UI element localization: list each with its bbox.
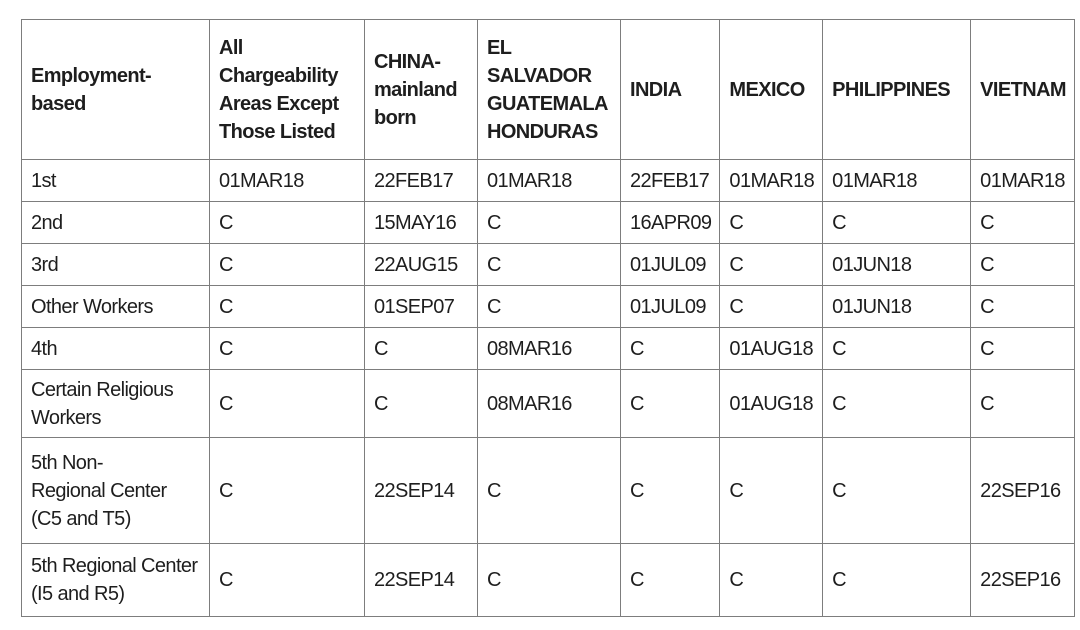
row-label-4th: 4th: [21, 327, 210, 370]
table-cell: C: [619, 437, 721, 544]
table-cell: C: [822, 369, 972, 438]
table-cell: C: [822, 201, 972, 244]
col-header-india: INDIA: [619, 19, 721, 160]
table-cell: C: [970, 285, 1075, 328]
table-cell: C: [970, 327, 1075, 370]
table-cell: C: [719, 201, 824, 244]
table-cell: 01MAR18: [970, 159, 1075, 202]
table-cell: 22SEP14: [364, 543, 478, 617]
table-cell: 01JUN18: [822, 285, 972, 328]
table-row: 5th Non- Regional Center (C5 and T5) C 2…: [21, 437, 1075, 544]
table-cell: 01AUG18: [719, 369, 824, 438]
table-cell: 01JUL09: [619, 285, 721, 328]
row-label-5th-regional-center: 5th Regional Center (I5 and R5): [21, 543, 210, 617]
table-cell: C: [364, 327, 478, 370]
table-cell: 16APR09: [619, 201, 721, 244]
col-header-employment-based: Employment- based: [21, 19, 210, 160]
row-label-2nd: 2nd: [21, 201, 210, 244]
table-cell: C: [719, 543, 824, 617]
table-cell: 01SEP07: [364, 285, 478, 328]
table-cell: C: [970, 201, 1075, 244]
table-cell: C: [822, 437, 972, 544]
table-cell: C: [970, 369, 1075, 438]
table-row: Certain Religious Workers C C 08MAR16 C …: [21, 369, 1075, 438]
table-cell: 01MAR18: [719, 159, 824, 202]
table-cell: C: [619, 327, 721, 370]
table-cell: 01JUN18: [822, 243, 972, 286]
table-cell: C: [364, 369, 478, 438]
table-cell: C: [970, 243, 1075, 286]
table-cell: C: [477, 201, 621, 244]
table-cell: 01MAR18: [209, 159, 365, 202]
table-cell: C: [209, 543, 365, 617]
table-row: 1st 01MAR18 22FEB17 01MAR18 22FEB17 01MA…: [21, 159, 1075, 202]
table-cell: C: [477, 437, 621, 544]
table-cell: C: [477, 543, 621, 617]
table-cell: C: [619, 369, 721, 438]
col-header-el-salvador-guatemala-honduras: EL SALVADOR GUATEMALA HONDURAS: [477, 19, 621, 160]
table-row: 5th Regional Center (I5 and R5) C 22SEP1…: [21, 543, 1075, 617]
table-cell: 22AUG15: [364, 243, 478, 286]
table-row: 2nd C 15MAY16 C 16APR09 C C C: [21, 201, 1075, 244]
table-cell: C: [719, 437, 824, 544]
table-row: 4th C C 08MAR16 C 01AUG18 C C: [21, 327, 1075, 370]
table-cell: 22FEB17: [364, 159, 478, 202]
table-cell: C: [822, 543, 972, 617]
row-label-other-workers: Other Workers: [21, 285, 210, 328]
table-cell: C: [209, 201, 365, 244]
table-cell: 01AUG18: [719, 327, 824, 370]
col-header-china-mainland-born: CHINA- mainland born: [364, 19, 478, 160]
table-cell: 22SEP16: [970, 543, 1075, 617]
table-cell: C: [209, 327, 365, 370]
table-cell: C: [719, 243, 824, 286]
table-cell: C: [209, 243, 365, 286]
row-label-3rd: 3rd: [21, 243, 210, 286]
col-header-all-chargeability: All Chargeability Areas Except Those Lis…: [209, 19, 365, 160]
col-header-vietnam: VIETNAM: [970, 19, 1075, 160]
visa-bulletin-table: Employment- based All Chargeability Area…: [21, 19, 1075, 617]
table-cell: 22SEP16: [970, 437, 1075, 544]
row-label-5th-non-regional-center: 5th Non- Regional Center (C5 and T5): [21, 437, 210, 544]
header-row: Employment- based All Chargeability Area…: [21, 19, 1075, 160]
col-header-mexico: MEXICO: [719, 19, 824, 160]
table-cell: C: [209, 369, 365, 438]
table-cell: 08MAR16: [477, 369, 621, 438]
table-cell: 01JUL09: [619, 243, 721, 286]
table-cell: 01MAR18: [822, 159, 972, 202]
table-cell: 22SEP14: [364, 437, 478, 544]
table-cell: 08MAR16: [477, 327, 621, 370]
table-cell: C: [477, 285, 621, 328]
table-cell: C: [209, 437, 365, 544]
table-row: 3rd C 22AUG15 C 01JUL09 C 01JUN18 C: [21, 243, 1075, 286]
table-cell: C: [619, 543, 721, 617]
table-cell: C: [209, 285, 365, 328]
table-cell: 22FEB17: [619, 159, 721, 202]
table-cell: C: [477, 243, 621, 286]
row-label-certain-religious-workers: Certain Religious Workers: [21, 369, 210, 438]
table-cell: 01MAR18: [477, 159, 621, 202]
table-cell: C: [822, 327, 972, 370]
col-header-philippines: PHILIPPINES: [822, 19, 972, 160]
table-row: Other Workers C 01SEP07 C 01JUL09 C 01JU…: [21, 285, 1075, 328]
table-cell: 15MAY16: [364, 201, 478, 244]
row-label-1st: 1st: [21, 159, 210, 202]
table-cell: C: [719, 285, 824, 328]
